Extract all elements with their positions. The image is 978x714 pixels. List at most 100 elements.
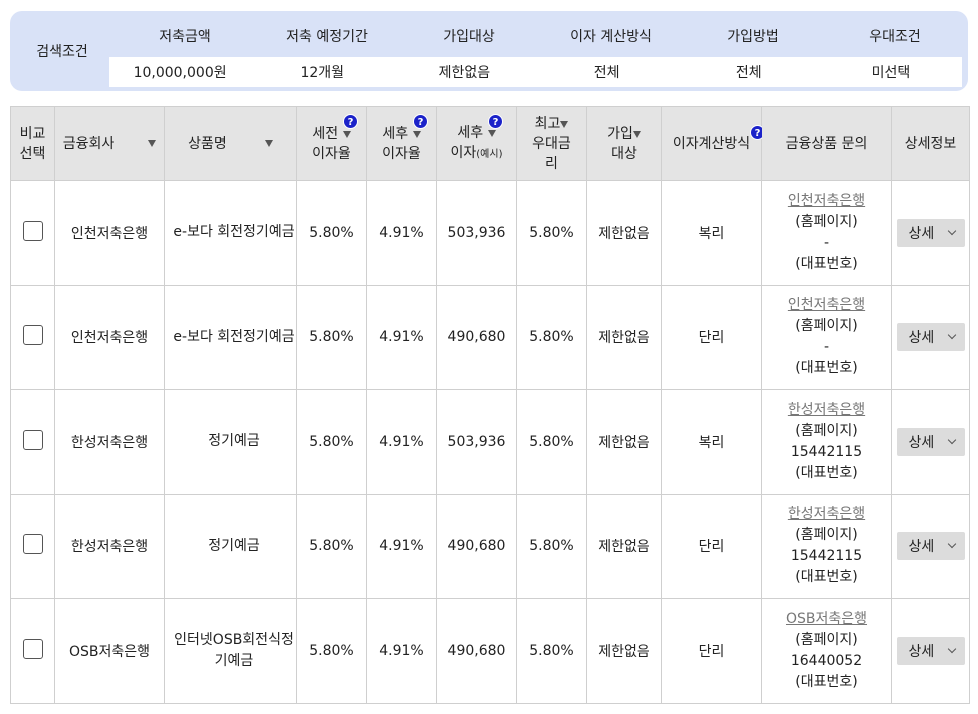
header-company[interactable]: 금융회사 [54,106,165,181]
chevron-down-icon [947,540,956,549]
aftertax-cell: 4.91% [366,389,437,495]
sort-down-icon[interactable] [264,140,273,147]
header-max-line1: 최고 [534,115,561,132]
table-row: 한성저축은행 정기예금 5.80% 4.91% 503,936 5.80% 제한… [10,389,970,495]
compare-checkbox[interactable] [22,534,43,555]
max-rate-cell: 5.80% [516,389,587,495]
search-value-preference: 미선택 [871,65,911,81]
header-target[interactable]: 가입 대상 [586,106,662,181]
company-cell: 인천저축은행 [54,180,165,286]
company-cell: 한성저축은행 [54,493,165,599]
header-interest-line1: 세후 [457,124,484,141]
aftertax-cell: 4.91% [366,180,437,286]
interest-cell: 490,680 [436,493,517,599]
compare-checkbox[interactable] [22,638,43,659]
compare-checkbox[interactable] [22,325,43,346]
calc-cell: 복리 [661,389,762,495]
search-header-method: 가입방법 [727,29,779,45]
inquiry-cell: 한성저축은행 (홈페이지) 15442115 (대표번호) [761,389,892,495]
chevron-down-icon [947,226,956,235]
header-aftertax-rate[interactable]: ? 세후 이자율 [366,106,437,181]
bank-homepage-link[interactable]: OSB저축은행 [785,610,868,627]
product-cell: e-보다 회전정기예금 [164,284,297,390]
header-compare-line2: 선택 [19,145,46,162]
aftertax-cell: 4.91% [366,284,437,390]
search-header-preference: 우대조건 [869,29,921,45]
header-product[interactable]: 상품명 [164,106,297,181]
aftertax-cell: 4.91% [366,493,437,599]
search-value-target: 제한없음 [438,65,491,81]
company-cell: OSB저축은행 [54,598,165,704]
compare-cell [10,493,55,599]
phone-number: 15442115 [790,548,863,565]
chevron-down-icon [947,644,956,653]
phone-number: 15442115 [790,443,863,460]
help-icon[interactable]: ? [343,114,358,129]
search-header-amount: 저축금액 [159,29,211,45]
detail-cell: 상세 [891,284,970,390]
phone-number: 16440052 [790,652,863,669]
header-aftertax-line1: 세후 [382,125,409,142]
sort-down-icon[interactable] [632,130,641,138]
detail-button[interactable]: 상세 [896,532,965,561]
table-header-row: 비교 선택 금융회사 상품명 ? 세전 이자율 ? 세후 이자율 ? 세후 [10,106,970,181]
table-row: 인천저축은행 e-보다 회전정기예금 5.80% 4.91% 490,680 5… [10,284,970,390]
chevron-down-icon [947,435,956,444]
bank-homepage-link[interactable]: 한성저축은행 [787,401,866,418]
target-cell: 제한없음 [586,493,662,599]
phone-label: (대표번호) [795,673,858,690]
header-interest-line2: 이자 [450,144,477,161]
header-inquiry-label: 금융상품 문의 [785,135,868,152]
detail-cell: 상세 [891,493,970,599]
phone-number: - [823,234,830,251]
header-detail: 상세정보 [891,106,970,181]
bank-homepage-link[interactable]: 한성저축은행 [787,506,866,523]
detail-button[interactable]: 상세 [896,323,965,352]
search-conditions-label: 검색조건 [36,44,88,60]
pretax-cell: 5.80% [296,180,367,286]
bank-homepage-link[interactable]: 인천저축은행 [787,297,866,314]
pretax-cell: 5.80% [296,598,367,704]
table-row: 한성저축은행 정기예금 5.80% 4.91% 490,680 5.80% 제한… [10,493,970,599]
interest-cell: 490,680 [436,284,517,390]
help-icon[interactable]: ? [413,114,428,129]
header-pretax-rate[interactable]: ? 세전 이자율 [296,106,367,181]
homepage-label: (홈페이지) [795,318,858,335]
sort-down-icon[interactable] [412,130,421,138]
calc-cell: 단리 [661,598,762,704]
search-conditions-headers: 저축금액 저축 예정기간 가입대상 이자 계산방식 가입방법 우대조건 [114,21,966,51]
search-conditions-values: 10,000,000원 12개월 제한없음 전체 전체 미선택 [109,57,962,87]
max-rate-cell: 5.80% [516,180,587,286]
compare-cell [10,284,55,390]
compare-checkbox[interactable] [22,220,43,241]
compare-cell [10,598,55,704]
detail-button[interactable]: 상세 [896,218,965,247]
header-aftertax-interest[interactable]: ? 세후 이자(예시) [436,106,517,181]
header-max-rate[interactable]: 최고 우대금 리 [516,106,587,181]
sort-down-icon[interactable] [487,129,496,137]
search-conditions-panel: 검색조건 저축금액 저축 예정기간 가입대상 이자 계산방식 가입방법 우대조건… [10,11,968,91]
homepage-label: (홈페이지) [795,422,858,439]
detail-button[interactable]: 상세 [896,636,965,665]
sort-down-icon[interactable] [342,130,351,138]
header-target-line1: 가입 [607,125,633,142]
header-product-label: 상품명 [188,135,227,152]
bank-homepage-link[interactable]: 인천저축은행 [787,192,866,209]
homepage-label: (홈페이지) [795,527,858,544]
sort-down-icon[interactable] [560,120,569,128]
max-rate-cell: 5.80% [516,284,587,390]
detail-button-label: 상세 [908,434,935,451]
detail-button[interactable]: 상세 [896,427,965,456]
compare-checkbox[interactable] [22,429,43,450]
company-cell: 인천저축은행 [54,284,165,390]
sort-down-icon[interactable] [148,140,157,147]
help-icon[interactable]: ? [488,114,503,129]
header-calc-label: 이자계산방식 [672,135,751,152]
chevron-down-icon [947,331,956,340]
phone-label: (대표번호) [795,255,858,272]
header-compare: 비교 선택 [10,106,55,181]
product-cell: 인터넷OSB회전식정기예금 [164,598,297,704]
calc-cell: 복리 [661,180,762,286]
target-cell: 제한없음 [586,284,662,390]
phone-label: (대표번호) [795,464,858,481]
